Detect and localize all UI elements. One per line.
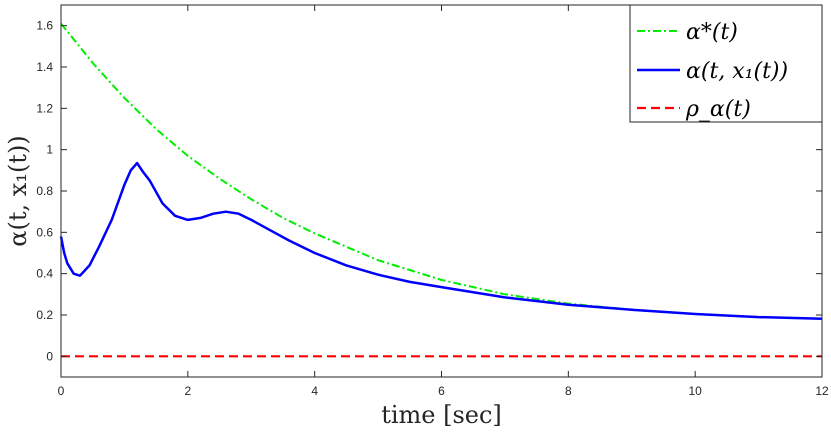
legend-label-1: α(t, x₁(t)) xyxy=(686,59,788,84)
axis-ticks: 0 2 4 6 8 10 12 0 0.2 0.4 0.6 0.8 1 1.2 1.4 1.6 xyxy=(36,5,829,398)
plot-area xyxy=(59,22,823,358)
x-tick-label: 4 xyxy=(311,384,318,398)
y-tick-label: 1.6 xyxy=(36,19,53,33)
y-tick-label: 0.8 xyxy=(36,184,53,198)
y-tick-label: 0.4 xyxy=(36,267,53,281)
y-tick-label: 0.6 xyxy=(36,225,53,239)
legend-box xyxy=(629,4,823,123)
legend-label-0: α*(t) xyxy=(686,20,738,45)
x-tick-label: 10 xyxy=(688,384,702,398)
legend: α*(t) α(t, x₁(t)) ρ_α(t) xyxy=(629,4,823,123)
y-tick-label: 0 xyxy=(46,349,53,363)
x-tick-label: 6 xyxy=(438,384,445,398)
y-axis-label: α(t, x₁(t)) xyxy=(4,135,32,246)
legend-label-2: ρ_α(t) xyxy=(685,97,751,122)
x-tick-label: 12 xyxy=(815,384,829,398)
y-tick-label: 1.2 xyxy=(36,101,53,115)
series-line-1 xyxy=(59,161,823,320)
y-tick-label: 0.2 xyxy=(36,308,53,322)
series-line-0 xyxy=(60,22,823,320)
x-tick-label: 8 xyxy=(565,384,572,398)
y-tick-label: 1.4 xyxy=(36,60,53,74)
x-axis-label: time [sec] xyxy=(381,401,502,429)
y-tick-label: 1 xyxy=(46,143,53,157)
x-tick-label: 0 xyxy=(58,384,65,398)
x-tick-label: 2 xyxy=(184,384,191,398)
